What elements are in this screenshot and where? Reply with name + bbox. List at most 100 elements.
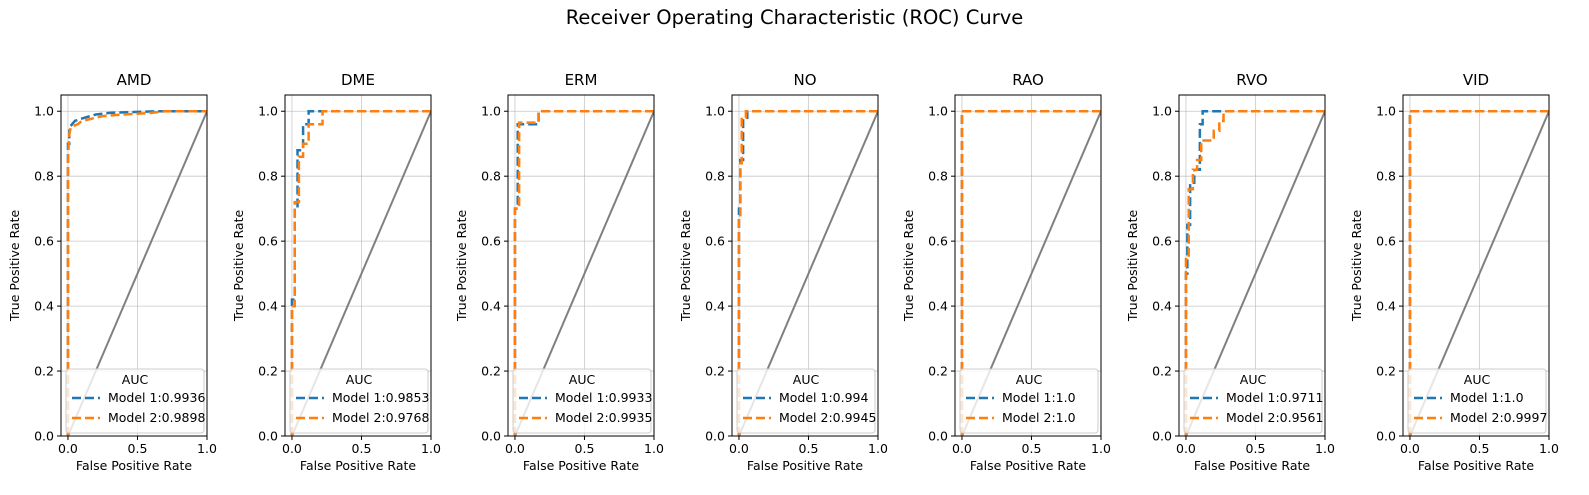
y-tick-label: 0.2 xyxy=(481,364,501,379)
legend: AUC Model 1:0.9711 Model 2:0.9561 xyxy=(1183,368,1323,434)
x-tick-label: 0.0 xyxy=(1176,441,1196,456)
y-tick-label: 0.4 xyxy=(258,299,278,314)
y-tick-label: 0.2 xyxy=(928,364,948,379)
x-tick-label: 1.0 xyxy=(1315,441,1335,456)
y-tick-label: 0.8 xyxy=(34,169,54,184)
legend-label-model2: Model 2:0.9997 xyxy=(1450,410,1547,425)
y-tick-label: 1.0 xyxy=(928,104,948,119)
series-line-model2 xyxy=(737,109,878,436)
x-tick-label: 0.0 xyxy=(505,441,525,456)
x-tick-label: 0.0 xyxy=(1400,441,1420,456)
subplot-title: DME xyxy=(341,71,375,89)
legend-box xyxy=(1407,368,1547,434)
legend-label-model1: Model 1:1.0 xyxy=(1450,390,1524,405)
y-tick-label: 0.6 xyxy=(1376,234,1396,249)
y-tick-label: 0.2 xyxy=(258,364,278,379)
y-tick-label: 0.6 xyxy=(1152,234,1172,249)
subplot-rao: 0.0 0.5 1.0 0.0 0.2 0.4 0.6 0.8 1.0 RAO False Posi… xyxy=(901,71,1111,473)
legend-label-model1: Model 1:0.9853 xyxy=(332,390,429,405)
subplot-title: RAO xyxy=(1012,71,1044,89)
legend: AUC Model 1:0.994 Model 2:0.9945 xyxy=(736,368,876,434)
subplot-rvo: 0.0 0.5 1.0 0.0 0.2 0.4 0.6 0.8 1.0 RVO False Posi… xyxy=(1125,71,1335,473)
legend-label-model2: Model 2:0.9935 xyxy=(555,410,652,425)
x-tick-label: 0.5 xyxy=(1022,441,1042,456)
legend-title: AUC xyxy=(1016,372,1043,387)
x-tick-label: 0.5 xyxy=(575,441,595,456)
y-tick-label: 1.0 xyxy=(705,104,725,119)
y-axis-label: True Positive Rate xyxy=(1349,210,1364,323)
subplot-no: 0.0 0.5 1.0 0.0 0.2 0.4 0.6 0.8 1.0 NO False Posit… xyxy=(678,71,888,473)
y-tick-label: 0.8 xyxy=(928,169,948,184)
y-tick-label: 0.6 xyxy=(928,234,948,249)
legend-label-model2: Model 2:0.9945 xyxy=(779,410,876,425)
legend-label-model2: Model 2:1.0 xyxy=(1002,410,1076,425)
x-tick-label: 0.0 xyxy=(58,441,78,456)
subplot-title: VID xyxy=(1463,71,1489,89)
subplot-title: ERM xyxy=(565,71,598,89)
legend-box xyxy=(65,368,205,434)
legend-title: AUC xyxy=(1464,372,1491,387)
legend-label-model2: Model 2:0.9561 xyxy=(1226,410,1323,425)
y-tick-label: 0.0 xyxy=(34,429,54,444)
legend-title: AUC xyxy=(793,372,820,387)
axes-frame xyxy=(954,94,1102,437)
subplot-title: RVO xyxy=(1236,71,1267,89)
figure-title: Receiver Operating Characteristic (ROC) … xyxy=(565,6,1024,29)
y-axis-label: True Positive Rate xyxy=(454,210,469,323)
y-tick-label: 0.8 xyxy=(258,169,278,184)
x-tick-label: 1.0 xyxy=(1091,441,1111,456)
legend: AUC Model 1:1.0 Model 2:0.9997 xyxy=(1407,368,1547,434)
y-tick-label: 1.0 xyxy=(34,104,54,119)
legend: AUC Model 1:0.9933 Model 2:0.9935 xyxy=(512,368,652,434)
legend-label-model1: Model 1:0.9936 xyxy=(108,390,205,405)
axes-frame xyxy=(284,94,432,437)
x-axis-label: False Positive Rate xyxy=(523,458,639,473)
series-line-model2 xyxy=(290,109,431,436)
axes-frame xyxy=(731,94,879,437)
y-tick-label: 0.8 xyxy=(1376,169,1396,184)
axes-frame xyxy=(1402,94,1550,437)
y-tick-label: 0.0 xyxy=(928,429,948,444)
legend: AUC Model 1:0.9936 Model 2:0.9898 xyxy=(65,368,205,434)
legend-label-model1: Model 1:0.9711 xyxy=(1226,390,1323,405)
y-tick-label: 0.6 xyxy=(481,234,501,249)
x-tick-label: 1.0 xyxy=(1539,441,1559,456)
x-tick-label: 0.0 xyxy=(952,441,972,456)
y-tick-label: 0.0 xyxy=(705,429,725,444)
x-tick-label: 1.0 xyxy=(197,441,217,456)
y-axis-label: True Positive Rate xyxy=(1125,210,1140,323)
y-tick-label: 0.4 xyxy=(34,299,54,314)
series-line-model2 xyxy=(66,109,207,436)
x-axis-label: False Positive Rate xyxy=(970,458,1086,473)
legend-box xyxy=(959,368,1099,434)
legend-box xyxy=(289,368,429,434)
y-axis-label: True Positive Rate xyxy=(901,210,916,323)
x-tick-label: 0.5 xyxy=(1246,441,1266,456)
y-axis-label: True Positive Rate xyxy=(7,210,22,323)
x-tick-label: 0.5 xyxy=(352,441,372,456)
subplot-title: NO xyxy=(793,71,816,89)
y-tick-label: 0.2 xyxy=(1152,364,1172,379)
y-tick-label: 0.4 xyxy=(1376,299,1396,314)
subplot-vid: 0.0 0.5 1.0 0.0 0.2 0.4 0.6 0.8 1.0 VID False Posi… xyxy=(1349,71,1559,473)
subplot-title: AMD xyxy=(117,71,152,89)
legend-label-model1: Model 1:0.994 xyxy=(779,390,869,405)
legend-title: AUC xyxy=(1240,372,1267,387)
axes-frame xyxy=(1178,94,1326,437)
x-axis-label: False Positive Rate xyxy=(300,458,416,473)
legend-title: AUC xyxy=(346,372,373,387)
x-tick-label: 1.0 xyxy=(421,441,441,456)
y-tick-label: 0.6 xyxy=(258,234,278,249)
x-tick-label: 0.5 xyxy=(1470,441,1490,456)
legend-label-model1: Model 1:0.9933 xyxy=(555,390,652,405)
legend-label-model2: Model 2:0.9768 xyxy=(332,410,429,425)
subplot-dme: 0.0 0.5 1.0 0.0 0.2 0.4 0.6 0.8 1.0 DME False Posi… xyxy=(231,71,441,473)
y-tick-label: 0.2 xyxy=(1376,364,1396,379)
x-tick-label: 1.0 xyxy=(644,441,664,456)
x-tick-label: 0.0 xyxy=(729,441,749,456)
y-axis-label: True Positive Rate xyxy=(231,210,246,323)
x-tick-label: 1.0 xyxy=(868,441,888,456)
y-axis-label: True Positive Rate xyxy=(678,210,693,323)
legend-title: AUC xyxy=(569,372,596,387)
